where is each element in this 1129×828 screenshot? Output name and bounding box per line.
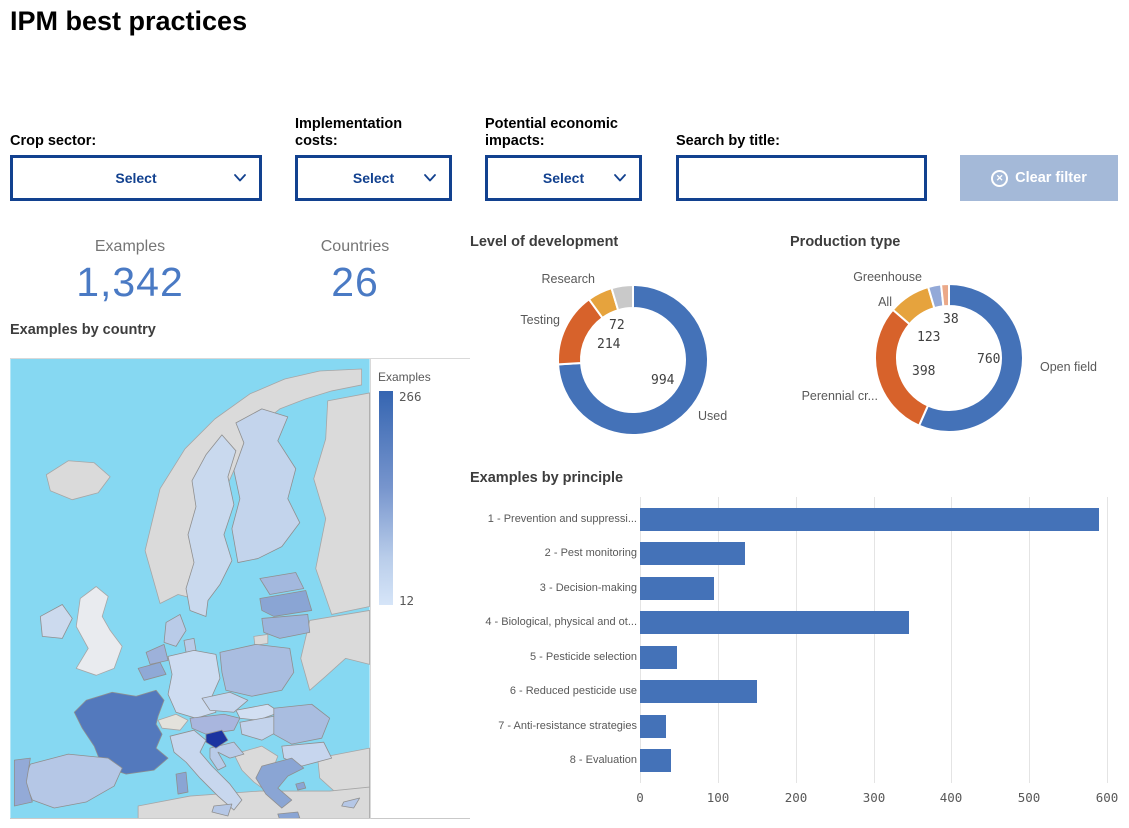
bar-reduced-pesticide-use[interactable] (640, 680, 757, 703)
donut-slice-used[interactable] (557, 283, 709, 436)
donut2-label-all: All (878, 295, 892, 309)
donut1-title: Level of development (470, 234, 619, 250)
donut1-label-used: Used (698, 409, 728, 423)
crop-sector-select-value: Select (115, 170, 157, 186)
gridline (1107, 497, 1108, 783)
chevron-down-icon (424, 174, 436, 182)
bar-label-6: 6 - Reduced pesticide use (509, 685, 637, 697)
donut2-label-greenhouse: Greenhouse (853, 270, 922, 284)
x-tick-600: 600 (1095, 790, 1119, 805)
kpi-countries-value: 26 (331, 259, 379, 305)
x-tick-500: 500 (1017, 790, 1041, 805)
bar-decision-making[interactable] (640, 577, 714, 600)
donut-slice-other[interactable] (939, 282, 950, 308)
level-of-development-donut-chart[interactable] (470, 228, 790, 463)
map-legend: Examples 266 12 (370, 358, 470, 819)
implementation-costs-label: Implementation costs: (295, 116, 403, 149)
economic-impacts-label: Potential economic impacts: (485, 116, 618, 149)
donut2-label-open-field: Open field (1040, 360, 1097, 374)
page-title: IPM best practices (10, 6, 248, 36)
clear-filter-label: Clear filter (1015, 170, 1087, 186)
implementation-costs-select[interactable]: Select (295, 155, 452, 201)
donut1-label-research: Research (541, 272, 596, 286)
bar-chart-title: Examples by principle (470, 470, 624, 486)
filter-crop-sector: Crop sector: Select (10, 110, 262, 201)
gridline (951, 497, 952, 783)
kpi-examples-value: 1,342 (76, 259, 184, 305)
bar-label-7: 7 - Anti-resistance strategies (498, 720, 637, 732)
europe-choropleth-map[interactable] (10, 359, 370, 819)
donut1-label-testing: Testing (520, 313, 560, 327)
gridline (640, 497, 641, 783)
map-legend-title: Examples (378, 370, 431, 384)
chevron-down-icon (614, 174, 626, 182)
map-legend-gradient-bar (379, 391, 393, 605)
chevron-down-icon (234, 174, 246, 182)
map-legend-max: 266 (399, 389, 422, 404)
bar-evaluation[interactable] (640, 749, 672, 772)
donut2-title: Production type (790, 234, 901, 250)
kpi-examples: Examples 1,342 (30, 238, 230, 306)
x-tick-300: 300 (862, 790, 886, 805)
donut2-value-open-field: 760 (977, 352, 1001, 367)
donut-slice-open-field[interactable] (917, 282, 1024, 433)
implementation-costs-select-value: Select (352, 170, 395, 186)
examples-by-country-map[interactable] (10, 358, 370, 819)
gridline (1029, 497, 1030, 783)
crop-sector-select[interactable]: Select (10, 155, 262, 201)
bar-pesticide-selection[interactable] (640, 646, 678, 669)
clear-circle-x-icon: ✕ (991, 169, 1009, 187)
bar-label-1: 1 - Prevention and suppressi... (487, 513, 637, 525)
x-tick-400: 400 (939, 790, 963, 805)
filter-search: Search by title: (676, 110, 927, 201)
donut-production-type: Production type Greenhouse All 38 123 39… (790, 228, 1129, 468)
kpi-countries-label: Countries (320, 238, 390, 255)
bar-pest-monitoring[interactable] (640, 542, 746, 565)
x-tick-200: 200 (784, 790, 808, 805)
bar-label-5: 5 - Pesticide selection (530, 651, 637, 663)
bar-prevention[interactable] (640, 508, 1100, 531)
donut2-label-perennial: Perennial cr... (801, 389, 878, 403)
clear-filter-button[interactable]: ✕ Clear filter (960, 155, 1118, 201)
bar-label-3: 3 - Decision-making (539, 582, 637, 594)
bar-biological-physical[interactable] (640, 611, 909, 634)
bar-label-4: 4 - Biological, physical and ot... (485, 616, 637, 628)
bar-anti-resistance[interactable] (640, 715, 666, 738)
donut1-value-research: 72 (609, 318, 625, 333)
kpi-countries: Countries 26 (255, 238, 455, 306)
search-label: Search by title: (676, 133, 780, 149)
donut-slice-other[interactable] (610, 283, 634, 312)
map-legend-min: 12 (399, 593, 415, 608)
filter-implementation-costs: Implementation costs: Select (295, 110, 452, 201)
economic-impacts-select-value: Select (542, 170, 585, 186)
x-tick-0: 0 (636, 790, 644, 805)
filter-economic-impacts: Potential economic impacts: Select (485, 110, 642, 201)
kpi-examples-label: Examples (94, 238, 166, 255)
bar-label-2: 2 - Pest monitoring (544, 547, 637, 559)
donut2-value-greenhouse: 38 (943, 312, 959, 327)
donut-level-of-development: Level of development Research Testing 72… (470, 228, 790, 468)
gridline (796, 497, 797, 783)
x-tick-100: 100 (706, 790, 730, 805)
search-input[interactable] (676, 155, 927, 201)
map-section-title: Examples by country (10, 322, 156, 338)
bar-label-8: 8 - Evaluation (569, 754, 637, 766)
donut2-value-all: 123 (917, 330, 941, 345)
gridline (874, 497, 875, 783)
donut1-value-used: 994 (651, 373, 675, 388)
donut2-value-perennial: 398 (912, 364, 936, 379)
crop-sector-label: Crop sector: (10, 133, 97, 149)
examples-by-principle-chart: Examples by principle 1 - Prevention and… (470, 463, 1129, 820)
donut1-value-testing: 214 (597, 337, 621, 352)
gridline (718, 497, 719, 783)
production-type-donut-chart[interactable] (790, 228, 1129, 463)
economic-impacts-select[interactable]: Select (485, 155, 642, 201)
